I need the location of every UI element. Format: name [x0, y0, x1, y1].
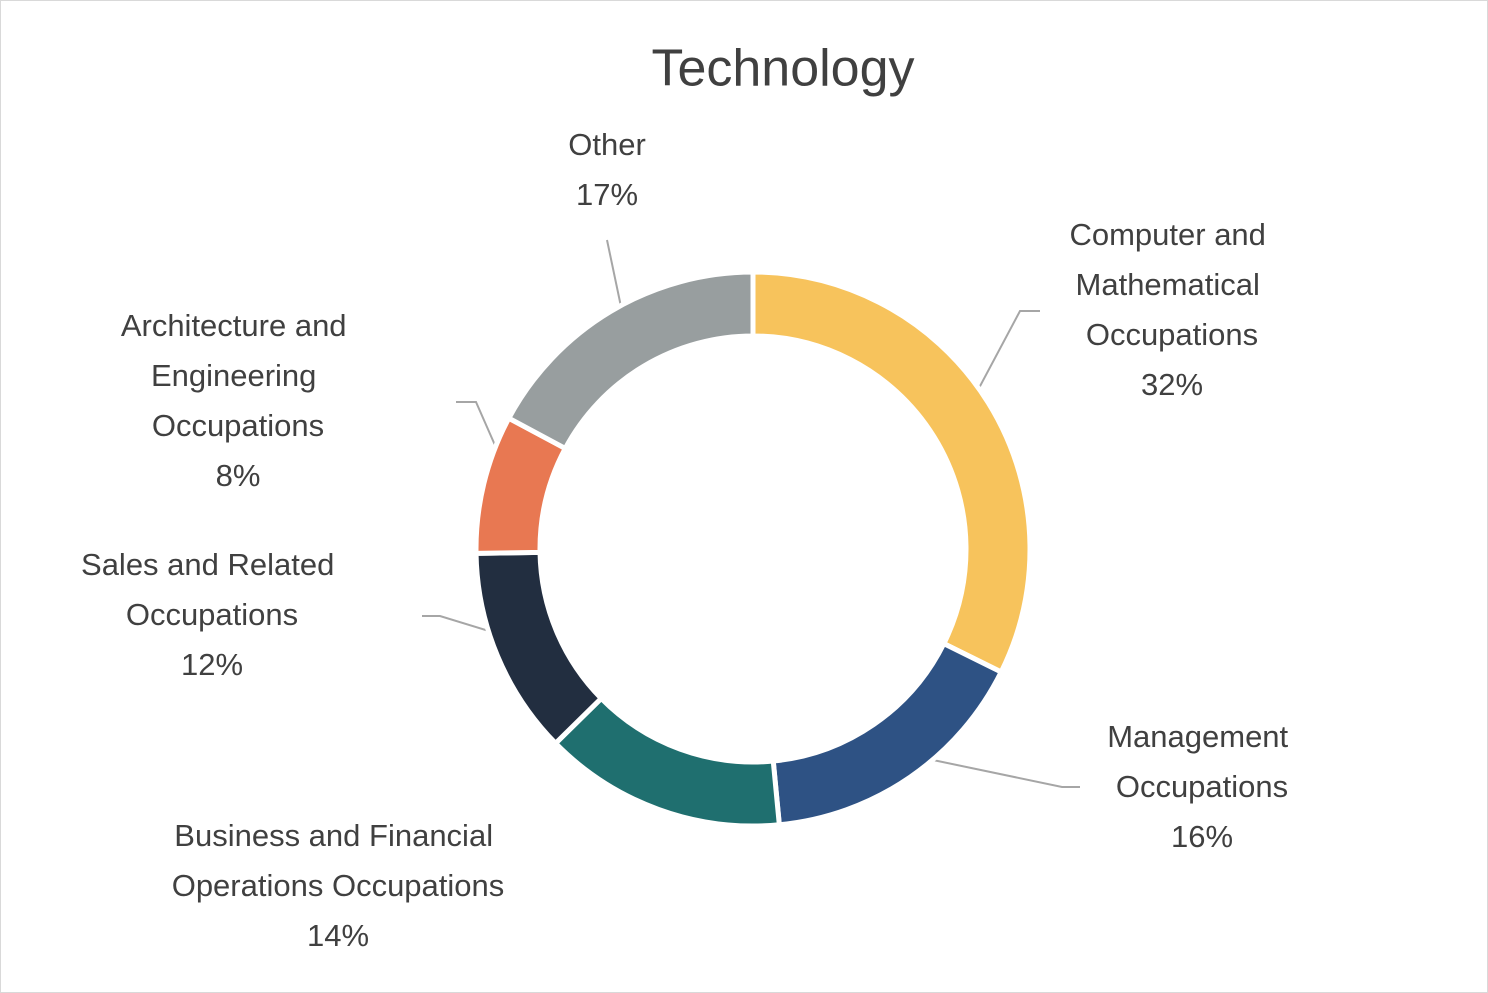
value-label: 14% [307, 918, 369, 953]
chart-title: Technology [651, 40, 914, 98]
category-label: Other [568, 127, 646, 162]
category-label: Computer and Mathematical Occupations [1069, 217, 1274, 352]
value-label: 8% [216, 458, 261, 493]
category-label: Management Occupations [1107, 719, 1297, 804]
leader-line [961, 310, 1040, 421]
category-label: Business and Financial Operations Occupa… [172, 818, 505, 903]
value-label: 16% [1171, 819, 1233, 854]
leader-line [889, 750, 1080, 788]
value-label: 17% [576, 177, 638, 212]
category-label: Sales and Related Occupations [81, 547, 343, 632]
value-label: 12% [181, 647, 243, 682]
donut-slice [505, 269, 756, 452]
category-label: Architecture and Engineering Occupations [121, 308, 355, 443]
value-label: 32% [1141, 367, 1203, 402]
donut-slice [750, 269, 1033, 676]
